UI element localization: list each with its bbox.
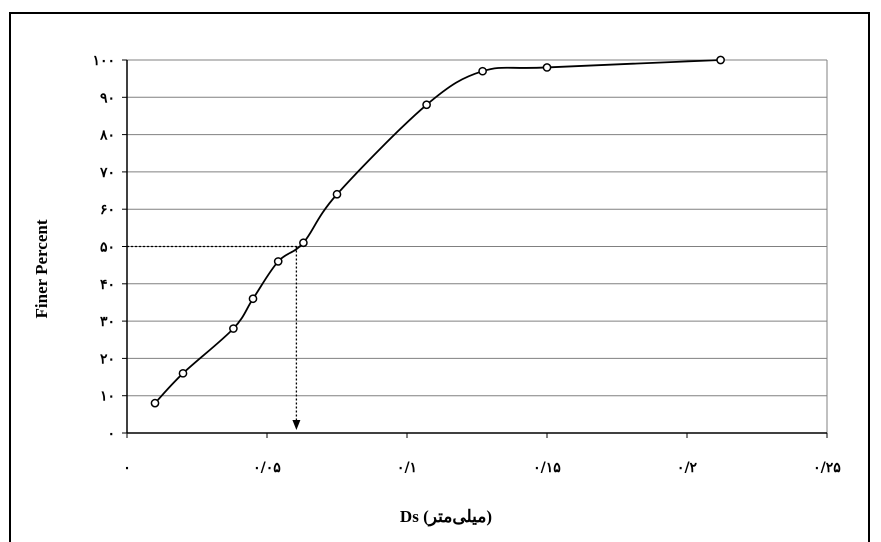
y-tick-label: ۶۰ bbox=[100, 202, 115, 218]
y-tick-label: ۲۰ bbox=[100, 351, 115, 367]
y-tick-labels: ۰ ۱۰ ۲۰ ۳۰ ۴۰ ۵۰ ۶۰ ۷۰ ۸۰ ۹۰ ۱۰۰ bbox=[92, 53, 115, 442]
y-tick-label: ۵۰ bbox=[100, 240, 115, 256]
x-tick-label: ۰/۲ bbox=[677, 460, 698, 476]
y-tick-label: ۸۰ bbox=[99, 128, 115, 144]
series-line bbox=[154, 59, 721, 404]
data-point bbox=[229, 324, 238, 333]
data-point bbox=[422, 100, 431, 110]
data-point bbox=[178, 368, 188, 378]
x-tick-label: ۰ bbox=[123, 460, 131, 476]
axes bbox=[122, 59, 828, 438]
x-tick-label: ۰/۲۵ bbox=[813, 460, 841, 476]
data-points bbox=[150, 55, 725, 408]
y-tick-label: ۷۰ bbox=[99, 165, 115, 181]
d50-reference-lines bbox=[127, 245, 304, 430]
data-point bbox=[716, 55, 725, 65]
d50-arrowhead bbox=[292, 420, 301, 430]
data-point bbox=[248, 294, 258, 304]
data-point bbox=[478, 66, 487, 76]
x-tick-label: ۰/۱ bbox=[397, 460, 417, 476]
y-tick-label: ۴۰ bbox=[100, 277, 115, 293]
y-tick-label: ۳۰ bbox=[100, 314, 115, 330]
y-tick-label: ۰ bbox=[107, 426, 115, 442]
data-point bbox=[332, 189, 342, 199]
y-axis-title: Finer Percent bbox=[32, 219, 51, 318]
x-tick-labels: ۰ ۰/۰۵ ۰/۱ ۰/۱۵ ۰/۲ ۰/۲۵ bbox=[123, 460, 841, 476]
data-point bbox=[299, 238, 308, 248]
data-point bbox=[150, 398, 160, 408]
y-tick-label: ۹۰ bbox=[100, 90, 115, 106]
y-tick-label: ۱۰۰ bbox=[92, 53, 115, 69]
x-tick-label: ۰/۰۵ bbox=[253, 460, 281, 476]
data-point bbox=[273, 257, 283, 266]
chart-frame bbox=[9, 12, 870, 542]
x-tick-label: ۰/۱۵ bbox=[533, 460, 561, 476]
x-axis-title: Ds (میلی‌متر) bbox=[400, 507, 492, 527]
data-point bbox=[542, 63, 552, 72]
y-tick-label: ۱۰ bbox=[100, 389, 115, 405]
